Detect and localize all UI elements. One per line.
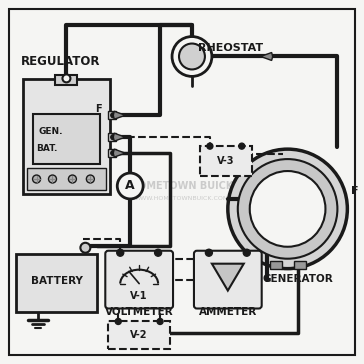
Text: A: A [125, 179, 135, 193]
Circle shape [250, 171, 325, 247]
Bar [108, 111, 116, 119]
Circle shape [239, 143, 245, 149]
Text: F: F [95, 104, 102, 114]
Circle shape [115, 318, 121, 324]
Circle shape [172, 36, 212, 76]
Text: AMMETER: AMMETER [199, 308, 257, 317]
Text: V-2: V-2 [130, 331, 148, 340]
Polygon shape [113, 133, 125, 141]
Polygon shape [212, 264, 244, 290]
Bar [108, 321, 170, 349]
Text: RHEOSTAT: RHEOSTAT [198, 43, 263, 52]
Circle shape [243, 249, 250, 256]
Bar [108, 149, 116, 157]
FancyBboxPatch shape [23, 79, 110, 194]
Bar [16, 254, 97, 312]
Circle shape [205, 249, 212, 256]
Circle shape [48, 175, 56, 183]
Circle shape [111, 113, 116, 118]
FancyBboxPatch shape [194, 251, 262, 309]
Text: BUICK: BUICK [78, 181, 112, 191]
Circle shape [68, 175, 76, 183]
Bar [294, 261, 305, 269]
Text: HOMETOWN BUICK: HOMETOWN BUICK [130, 181, 234, 191]
Text: VOLTMETER: VOLTMETER [105, 308, 174, 317]
Text: V-3: V-3 [217, 156, 234, 166]
Circle shape [238, 159, 337, 259]
Circle shape [155, 249, 162, 256]
Text: F: F [351, 186, 359, 196]
Polygon shape [261, 52, 273, 60]
Text: WWW.HOMETOWNBUICK.COM: WWW.HOMETOWNBUICK.COM [135, 197, 229, 201]
Text: REGULATOR: REGULATOR [21, 55, 100, 68]
Bar [55, 75, 78, 86]
Bar [32, 114, 100, 164]
Circle shape [111, 135, 116, 140]
Circle shape [117, 173, 143, 199]
Text: GENERATOR: GENERATOR [263, 274, 333, 284]
Circle shape [157, 318, 163, 324]
Circle shape [117, 249, 124, 256]
Text: GEN.: GEN. [39, 127, 63, 136]
Bar [270, 261, 282, 269]
Circle shape [32, 175, 40, 183]
Circle shape [179, 44, 205, 70]
Text: BATTERY: BATTERY [31, 276, 82, 286]
FancyBboxPatch shape [105, 251, 173, 309]
Bar [200, 146, 252, 176]
Polygon shape [113, 111, 125, 119]
Circle shape [111, 151, 116, 155]
Circle shape [207, 143, 213, 149]
Bar [27, 168, 106, 190]
Bar [108, 133, 116, 141]
Polygon shape [113, 149, 125, 157]
Text: BAT.: BAT. [36, 144, 58, 153]
Circle shape [86, 175, 94, 183]
Circle shape [228, 149, 347, 269]
Circle shape [63, 74, 70, 82]
Text: V-1: V-1 [130, 290, 148, 301]
Circle shape [80, 243, 90, 253]
